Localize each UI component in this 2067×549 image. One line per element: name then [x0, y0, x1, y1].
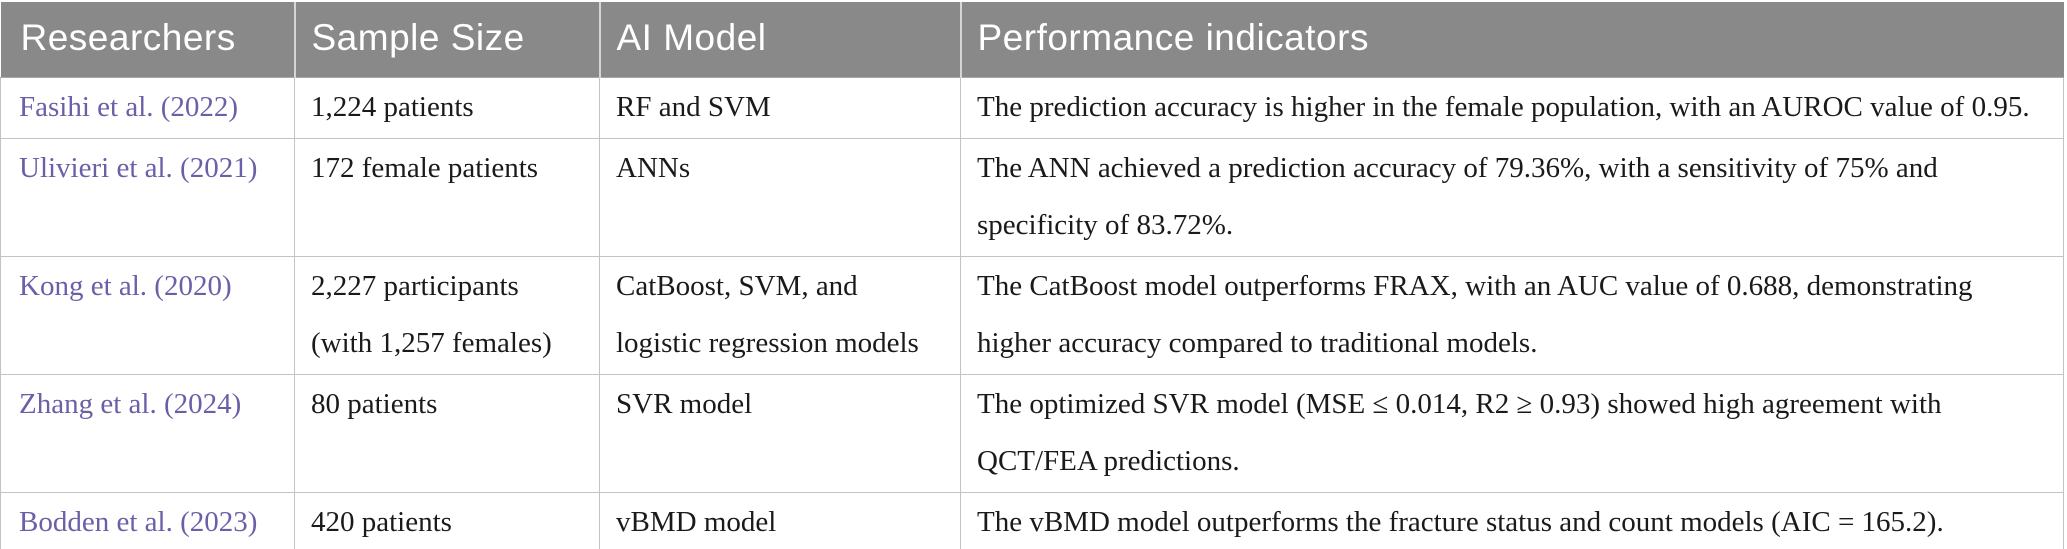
table-row: Bodden et al. (2023) 420 patients vBMD m… [0, 492, 2064, 549]
header-row: Researchers Sample Size AI Model Perform… [0, 2, 2064, 78]
performance-cell: The ANN achieved a prediction accuracy o… [960, 138, 2064, 257]
performance-cell: The CatBoost model outperforms FRAX, wit… [960, 256, 2064, 375]
column-header-performance-indicators: Performance indicators [959, 2, 2064, 78]
researchers-cell: Fasihi et al. (2022) [0, 77, 295, 139]
performance-cell: The vBMD model outperforms the fracture … [960, 492, 2064, 549]
researchers-cell: Bodden et al. (2023) [0, 492, 295, 549]
researchers-cell: Zhang et al. (2024) [0, 374, 295, 493]
sample-size-cell: 2,227 participants (with 1,257 females) [294, 256, 600, 375]
sample-size-cell: 420 patients [294, 492, 600, 549]
table-row: Kong et al. (2020) 2,227 participants (w… [0, 256, 2064, 375]
performance-cell: The optimized SVR model (MSE ≤ 0.014, R2… [960, 374, 2064, 493]
citation-link[interactable]: Ulivieri et al. (2021) [19, 152, 258, 184]
ai-model-cell: vBMD model [599, 492, 961, 549]
sample-size-cell: 172 female patients [294, 138, 600, 257]
citation-link[interactable]: Kong et al. (2020) [19, 270, 232, 302]
column-header-ai-model: AI Model [598, 2, 961, 78]
table-row: Fasihi et al. (2022) 1,224 patients RF a… [0, 77, 2064, 139]
ai-model-cell: SVR model [599, 374, 961, 493]
table-row: Ulivieri et al. (2021) 172 female patien… [0, 138, 2064, 257]
sample-size-cell: 1,224 patients [294, 77, 600, 139]
column-header-sample-size: Sample Size [293, 2, 600, 78]
sample-size-cell: 80 patients [294, 374, 600, 493]
citation-link[interactable]: Bodden et al. (2023) [19, 506, 258, 538]
researchers-cell: Ulivieri et al. (2021) [0, 138, 295, 257]
column-header-researchers: Researchers [0, 2, 295, 78]
ai-model-cell: RF and SVM [599, 77, 961, 139]
table-row: Zhang et al. (2024) 80 patients SVR mode… [0, 374, 2064, 493]
performance-cell: The prediction accuracy is higher in the… [960, 77, 2064, 139]
citation-link[interactable]: Zhang et al. (2024) [19, 388, 242, 420]
ai-model-cell: ANNs [599, 138, 961, 257]
researchers-cell: Kong et al. (2020) [0, 256, 295, 375]
citation-link[interactable]: Fasihi et al. (2022) [19, 91, 239, 123]
ai-model-cell: CatBoost, SVM, and logistic regression m… [599, 256, 961, 375]
